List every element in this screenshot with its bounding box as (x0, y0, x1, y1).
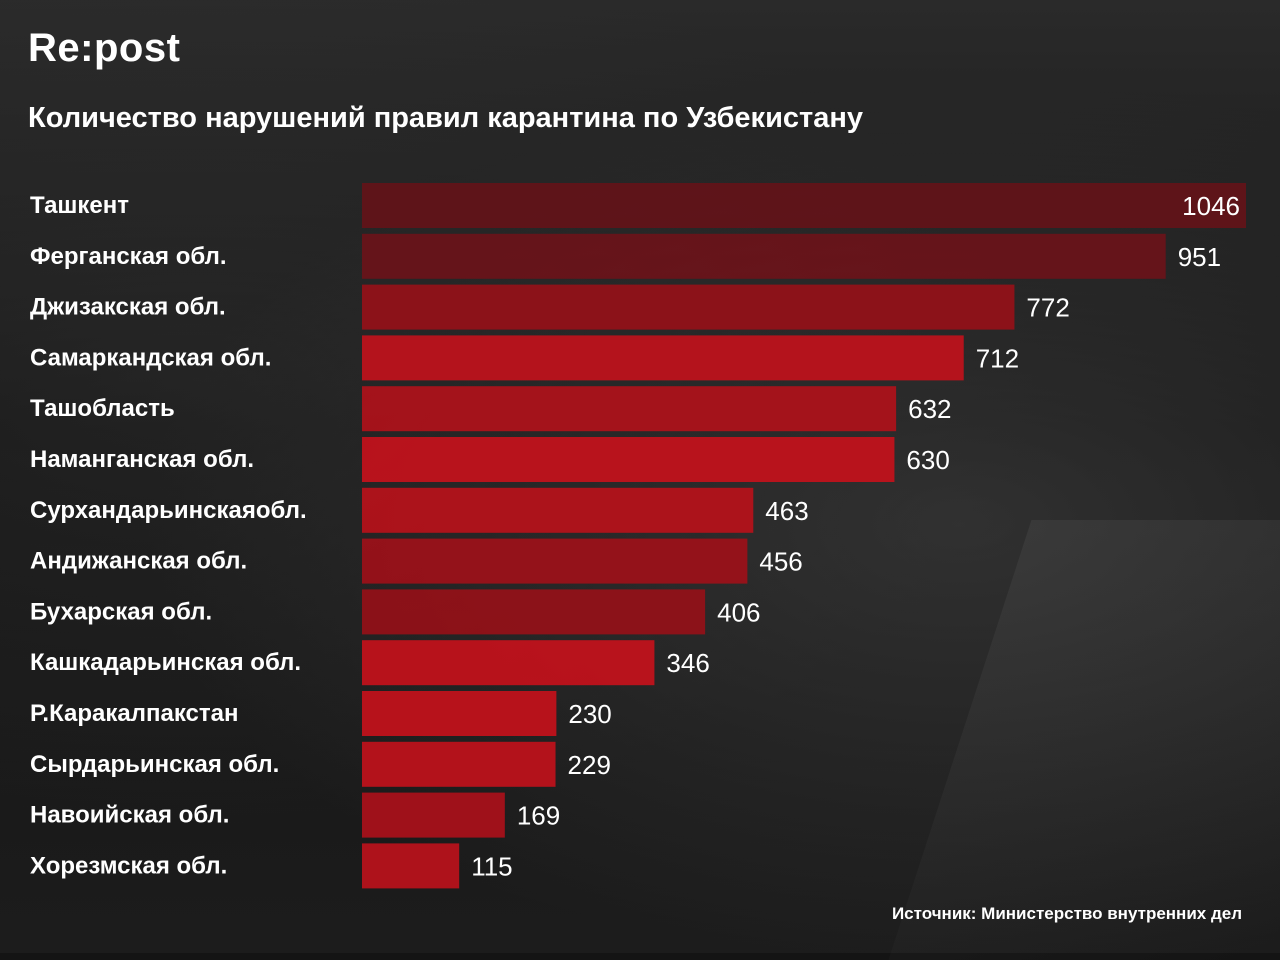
category-label: Р.Каракалпакстан (30, 700, 238, 727)
bars-group: Ташкент 1046 Ферганская обл. 951 Джизакская … (30, 183, 1246, 889)
bar-3 (362, 284, 1015, 330)
bar-5 (362, 386, 897, 432)
value-label: 712 (976, 343, 1019, 373)
category-label: Сырдарьинская обл. (30, 751, 279, 778)
category-label: Хорезмская обл. (30, 852, 227, 879)
value-label: 406 (717, 597, 760, 627)
bar-11 (362, 691, 557, 736)
category-label: Джизакская обл. (30, 294, 226, 321)
value-label: 772 (1026, 293, 1069, 323)
bar-14 (362, 843, 460, 889)
value-label: 456 (759, 547, 802, 577)
bar-7 (362, 487, 754, 533)
bar-2 (362, 233, 1166, 279)
value-label: 230 (568, 699, 611, 729)
value-label: 630 (906, 445, 949, 475)
bar-10 (362, 640, 655, 686)
category-label: Навоийская обл. (30, 802, 229, 829)
category-label: Наманганская обл. (30, 446, 254, 473)
chart-title: Количество нарушений правил карантина по… (28, 102, 863, 134)
bar-9 (362, 589, 706, 635)
category-label: Самаркандская обл. (30, 344, 271, 371)
bar-1 (362, 183, 1246, 228)
brand-logo: Re:post (28, 26, 181, 70)
category-label: Ташкент (30, 192, 129, 219)
category-label: Бухарская обл. (30, 598, 212, 625)
value-label: 951 (1178, 242, 1221, 272)
source-note: Источник: Министерство внутренних дел (891, 904, 1242, 923)
category-label: Ташобласть (30, 395, 175, 422)
value-label: 169 (517, 801, 560, 831)
value-label: 346 (666, 648, 709, 678)
value-label: 115 (471, 851, 512, 881)
bar-8 (362, 538, 748, 584)
category-label: Кашкадарьинская обл. (30, 649, 301, 676)
category-label: Сурхандарьинскаяобл. (30, 497, 307, 524)
value-label: 463 (765, 496, 808, 526)
value-label: 1046 (1182, 191, 1240, 221)
bar-13 (362, 792, 505, 838)
category-label: Ферганская обл. (30, 243, 227, 270)
bar-6 (362, 437, 895, 482)
value-label: 229 (568, 750, 611, 780)
bar-12 (362, 741, 556, 787)
value-label: 632 (908, 394, 951, 424)
category-label: Андижанская обл. (30, 548, 247, 575)
bar-4 (362, 335, 964, 381)
